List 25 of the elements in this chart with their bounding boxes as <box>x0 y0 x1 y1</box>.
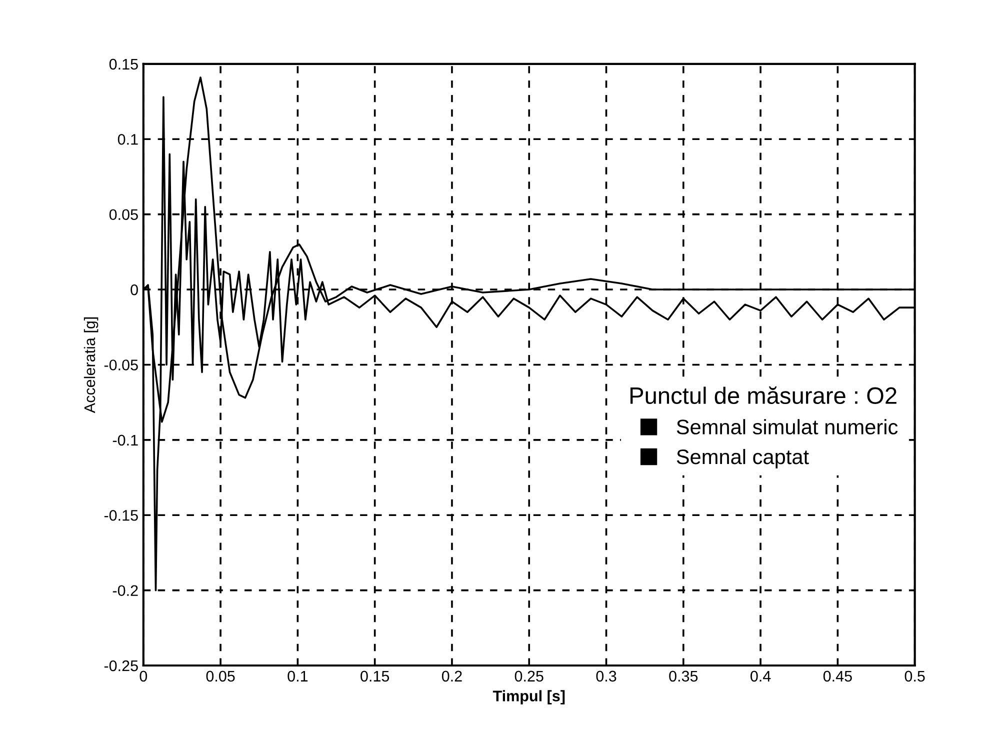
x-axis-title: Timpul [s] <box>492 690 565 704</box>
y-tick-label: 0.15 <box>109 58 138 70</box>
x-tick-label: 0.5 <box>904 670 925 682</box>
y-tick-label: -0.25 <box>104 660 138 672</box>
y-tick-label: 0 <box>130 284 138 296</box>
y-tick-label: -0.05 <box>104 360 138 370</box>
y-axis-title: Acceleratia [g] <box>84 317 98 414</box>
x-tick-label: 0.05 <box>206 670 235 682</box>
y-tick-label: -0.1 <box>112 434 138 446</box>
x-tick-label: 0.45 <box>823 670 852 682</box>
legend-title: Punctul de măsurare : O2 <box>630 386 896 404</box>
legend-label: Semnal captat <box>676 448 809 468</box>
y-tick-label: 0.05 <box>109 209 138 220</box>
legend-label: Semnal simulat numeric <box>676 419 898 434</box>
x-tick-label: 0.25 <box>514 670 544 682</box>
x-tick-label: 0.35 <box>669 670 698 682</box>
x-tick-label: 0.2 <box>442 670 462 682</box>
x-tick-label: 0.1 <box>288 670 308 682</box>
x-tick-label: 0.3 <box>596 670 616 682</box>
y-tick-label: -0.15 <box>104 510 138 521</box>
x-tick-label: 0 <box>140 670 148 682</box>
x-tick-label: 0.4 <box>750 670 771 682</box>
x-tick-label: 0.15 <box>360 670 390 682</box>
y-tick-label: 0.1 <box>118 134 138 145</box>
y-tick-label: -0.2 <box>112 585 138 596</box>
